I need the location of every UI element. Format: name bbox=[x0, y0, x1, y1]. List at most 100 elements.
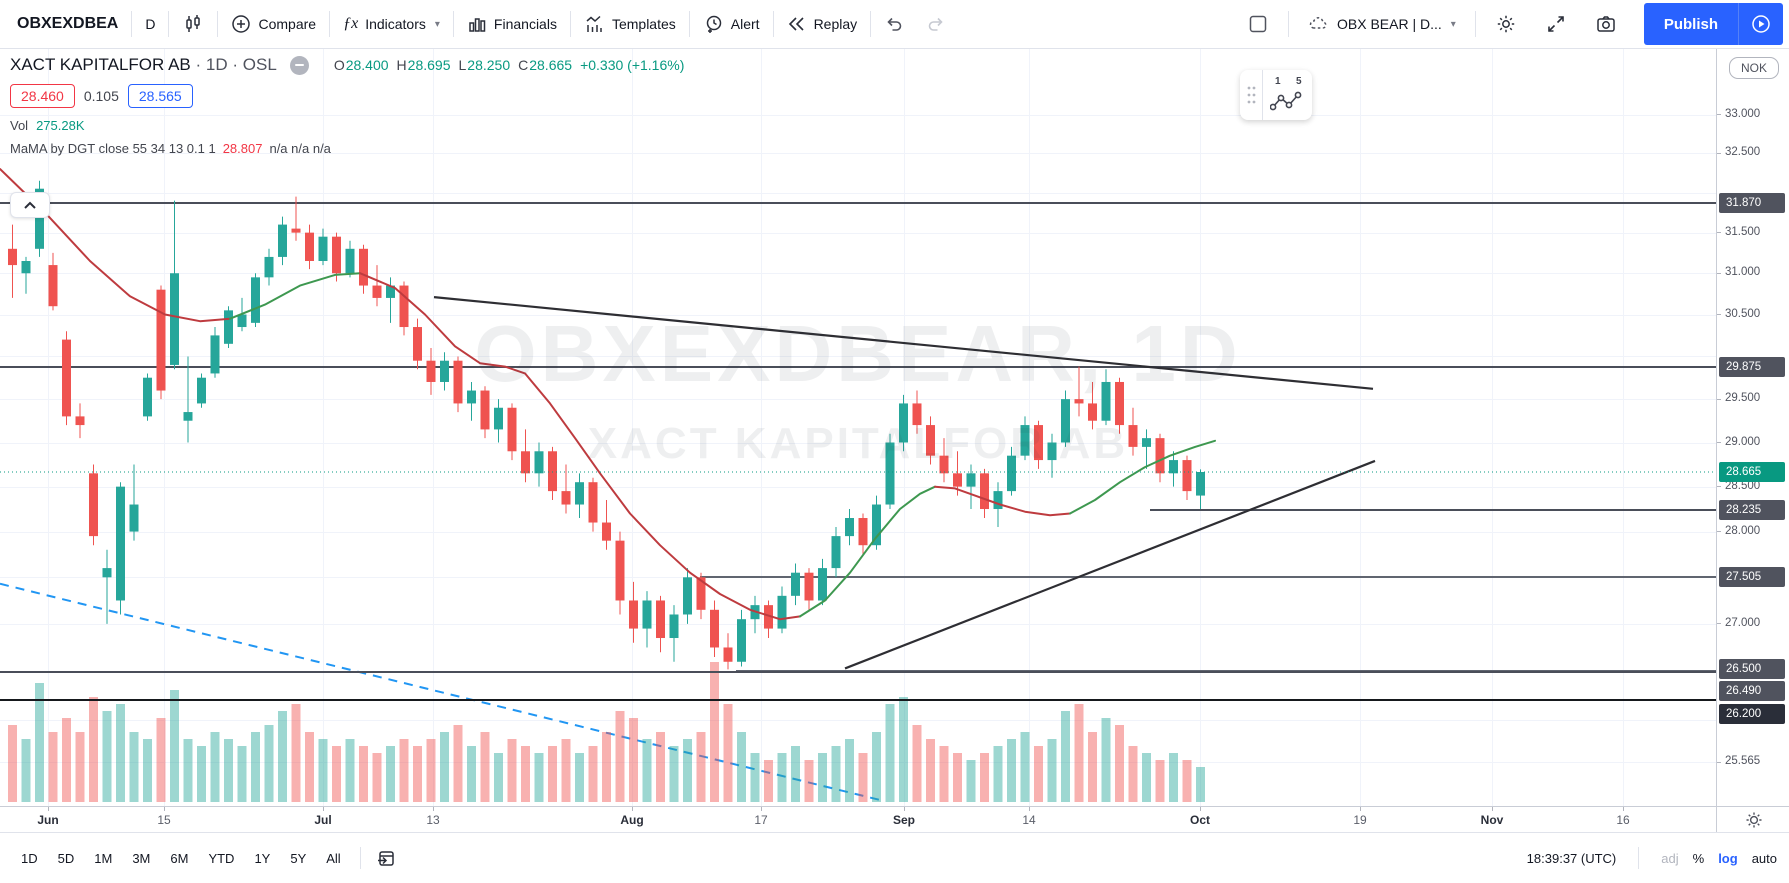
candle-body bbox=[737, 619, 746, 662]
percent-scale-toggle[interactable]: % bbox=[1692, 850, 1705, 866]
chart-canvas[interactable] bbox=[0, 49, 1716, 806]
candle-body bbox=[332, 236, 341, 274]
volume-bar bbox=[1020, 732, 1030, 802]
collapse-line-button[interactable] bbox=[10, 192, 50, 218]
publish-button[interactable]: Publish bbox=[1644, 3, 1738, 45]
high-level-box[interactable]: 28.565 bbox=[127, 84, 193, 108]
redo-button[interactable] bbox=[915, 5, 957, 43]
indicator-legend-row[interactable]: MaMA by DGT close 55 34 13 0.1 1 28.807 … bbox=[10, 141, 684, 156]
adjust-dividends-toggle[interactable]: adj bbox=[1661, 850, 1679, 866]
volume-bar bbox=[48, 732, 58, 802]
cloud-icon bbox=[1308, 13, 1330, 35]
chart-style-button[interactable] bbox=[171, 5, 215, 43]
volume-bar bbox=[372, 753, 382, 802]
volume-bar bbox=[629, 718, 638, 802]
volume-legend-row[interactable]: Vol 275.28K bbox=[10, 118, 684, 133]
candle-body bbox=[507, 407, 517, 452]
range-button-1y[interactable]: 1Y bbox=[254, 850, 271, 866]
volume-bar bbox=[359, 746, 368, 802]
auto-scale-toggle[interactable]: auto bbox=[1751, 850, 1777, 866]
volume-bar bbox=[89, 697, 98, 802]
replay-button[interactable]: Replay bbox=[776, 5, 869, 43]
select-layout-button[interactable] bbox=[1236, 5, 1280, 43]
candle-body bbox=[467, 390, 476, 404]
candle-body bbox=[588, 482, 598, 523]
hide-symbol-button[interactable] bbox=[289, 55, 309, 75]
candle-body bbox=[264, 256, 274, 278]
blue-dashed-trendline[interactable] bbox=[0, 582, 881, 801]
log-scale-toggle[interactable]: log bbox=[1718, 850, 1738, 866]
range-button-3m[interactable]: 3M bbox=[132, 850, 151, 866]
publish-menu-button[interactable] bbox=[1739, 3, 1783, 45]
mama-indicator-line bbox=[1069, 439, 1216, 515]
indicators-button[interactable]: ƒx Indicators ▾ bbox=[332, 5, 451, 43]
camera-icon bbox=[1595, 13, 1617, 35]
range-button-1m[interactable]: 1M bbox=[94, 850, 113, 866]
legend-symbol-title[interactable]: XACT KAPITALFOR AB · 1D · OSL bbox=[10, 55, 277, 74]
snapshot-button[interactable] bbox=[1584, 5, 1628, 43]
currency-badge[interactable]: NOK bbox=[1729, 57, 1780, 79]
low-level-box[interactable]: 28.460 bbox=[10, 84, 75, 108]
candle-body bbox=[656, 600, 665, 639]
settings-button[interactable] bbox=[1484, 5, 1528, 43]
time-label-day: 15 bbox=[157, 813, 171, 827]
time-axis[interactable]: Jun 15 Jul 13 Aug 17 Sep 14 Oct 19 Nov 16 bbox=[0, 806, 1716, 833]
symbol-search-button[interactable]: OBXEXDBEA bbox=[6, 5, 129, 43]
volume-bar bbox=[8, 725, 17, 802]
time-tick-mark bbox=[1360, 807, 1361, 811]
volume-bar bbox=[669, 746, 679, 802]
volume-bar bbox=[737, 732, 746, 802]
compare-label: Compare bbox=[258, 16, 317, 32]
axis-corner-cell[interactable] bbox=[1716, 806, 1789, 833]
trendline-drawing[interactable] bbox=[433, 296, 1374, 390]
volume-bar bbox=[332, 746, 341, 802]
templates-button[interactable]: Templates bbox=[573, 5, 687, 43]
range-button-6m[interactable]: 6M bbox=[170, 850, 189, 866]
alert-button[interactable]: Alert bbox=[692, 5, 771, 43]
range-button-ytd[interactable]: YTD bbox=[208, 850, 235, 866]
chart-pane[interactable]: OBXEXDBEAR, 1D XACT KAPITALFOR AB XACT K… bbox=[0, 49, 1716, 806]
volume-bar bbox=[885, 704, 895, 802]
candle-body bbox=[197, 377, 206, 404]
clock-utc[interactable]: 18:39:37 (UTC) bbox=[1526, 850, 1617, 866]
interval-button[interactable]: D bbox=[134, 5, 166, 43]
range-button-5y[interactable]: 5Y bbox=[290, 850, 307, 866]
candle-body bbox=[912, 403, 922, 426]
candle-body bbox=[1088, 403, 1097, 421]
volume-bar bbox=[642, 739, 652, 802]
range-button-all[interactable]: All bbox=[326, 850, 341, 866]
mama-indicator-line bbox=[229, 272, 361, 320]
volume-bar bbox=[939, 746, 949, 802]
price-tick-mark bbox=[1717, 442, 1721, 443]
fullscreen-button[interactable] bbox=[1534, 5, 1578, 43]
indicator-value: 28.807 bbox=[222, 141, 263, 156]
price-axis[interactable]: NOK 33.000 32.500 31.500 31.000 30.500 29.500… bbox=[1716, 49, 1789, 806]
volume-bar bbox=[818, 753, 827, 802]
volume-bar bbox=[683, 739, 692, 802]
range-button-1d[interactable]: 1D bbox=[21, 850, 38, 866]
candle-body bbox=[345, 248, 355, 274]
financials-button[interactable]: Financials bbox=[456, 5, 568, 43]
toolbar-divider bbox=[772, 11, 774, 37]
close-value: 28.665 bbox=[529, 57, 573, 73]
cloud-layout-button[interactable]: OBX BEAR | D... ▾ bbox=[1297, 5, 1467, 43]
volume-bar bbox=[656, 732, 665, 802]
pattern-point-5: 5 bbox=[1296, 76, 1302, 87]
volume-bar bbox=[1061, 711, 1070, 802]
candle-body bbox=[48, 265, 58, 307]
volume-bar bbox=[791, 746, 800, 802]
trendline-drawing[interactable] bbox=[844, 459, 1376, 670]
undo-button[interactable] bbox=[873, 5, 915, 43]
range-button-5d[interactable]: 5D bbox=[57, 850, 75, 866]
candle-body bbox=[480, 390, 490, 430]
compare-button[interactable]: Compare bbox=[220, 5, 327, 43]
bars-pattern-tool-button[interactable]: 1 5 bbox=[1263, 70, 1312, 120]
candle-body bbox=[872, 504, 881, 546]
volume-bar bbox=[399, 739, 409, 802]
time-label-day: 17 bbox=[754, 813, 768, 827]
play-circle-icon bbox=[1750, 13, 1772, 35]
drag-handle[interactable] bbox=[1240, 70, 1263, 120]
volume-bar bbox=[750, 753, 760, 802]
go-to-date-button[interactable] bbox=[369, 843, 403, 873]
